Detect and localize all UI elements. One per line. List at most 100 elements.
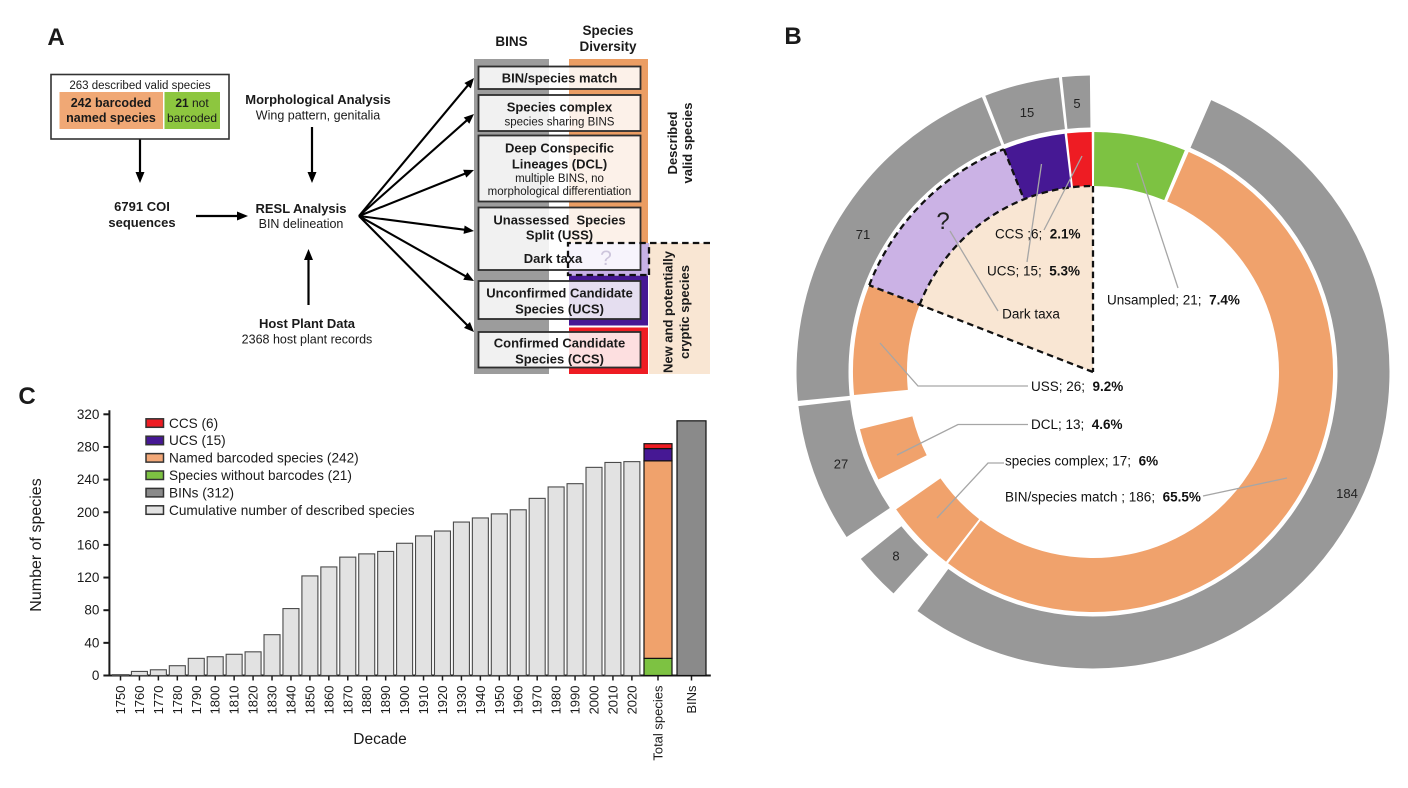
svg-text:1870: 1870 bbox=[340, 686, 355, 715]
svg-text:CCS (6): CCS (6) bbox=[169, 416, 218, 431]
svg-text:BIN/species match ; 186; 65.5: BIN/species match ; 186; 65.5% bbox=[1005, 490, 1201, 505]
svg-text:242 barcoded: 242 barcoded bbox=[71, 96, 152, 110]
svg-text:Species complex: Species complex bbox=[507, 100, 613, 115]
svg-text:263 described valid species: 263 described valid species bbox=[69, 80, 211, 92]
svg-text:Host Plant Data: Host Plant Data bbox=[259, 316, 356, 331]
svg-text:80: 80 bbox=[84, 603, 99, 618]
svg-text:200: 200 bbox=[77, 505, 100, 520]
svg-text:Lineages (DCL): Lineages (DCL) bbox=[512, 157, 607, 172]
svg-text:species sharing BINS: species sharing BINS bbox=[505, 117, 615, 129]
svg-text:15: 15 bbox=[1020, 105, 1034, 120]
svg-text:USS; 26; 9.2%: USS; 26; 9.2% bbox=[1031, 379, 1123, 394]
svg-text:1950: 1950 bbox=[492, 686, 507, 715]
svg-text:1770: 1770 bbox=[151, 686, 166, 715]
svg-text:1780: 1780 bbox=[170, 686, 185, 715]
svg-text:1910: 1910 bbox=[416, 686, 431, 715]
svg-text:1990: 1990 bbox=[568, 686, 583, 715]
svg-text:cryptic species: cryptic species bbox=[677, 265, 692, 359]
svg-text:1760: 1760 bbox=[132, 686, 147, 715]
svg-text:RESL Analysis: RESL Analysis bbox=[255, 201, 346, 216]
svg-text:1920: 1920 bbox=[435, 686, 450, 715]
svg-text:Split (USS): Split (USS) bbox=[526, 228, 593, 243]
svg-text:1790: 1790 bbox=[189, 686, 204, 715]
svg-text:C: C bbox=[18, 383, 35, 410]
svg-text:Deep Conspecific: Deep Conspecific bbox=[505, 141, 614, 156]
svg-text:BINs (312): BINs (312) bbox=[169, 485, 234, 500]
svg-text:New and potentially: New and potentially bbox=[661, 250, 676, 373]
svg-text:280: 280 bbox=[77, 439, 100, 454]
svg-text:UCS (15): UCS (15) bbox=[169, 433, 226, 448]
svg-text:1930: 1930 bbox=[454, 686, 469, 715]
svg-text:320: 320 bbox=[77, 407, 100, 422]
svg-text:120: 120 bbox=[77, 570, 100, 585]
svg-text:multiple BINS, no: multiple BINS, no bbox=[515, 173, 604, 185]
svg-text:184: 184 bbox=[1336, 486, 1358, 501]
svg-text:Named barcoded species (242): Named barcoded species (242) bbox=[169, 451, 359, 466]
svg-text:1970: 1970 bbox=[530, 686, 545, 715]
svg-text:21 not: 21 not bbox=[175, 96, 209, 110]
svg-text:Species without barcodes (21): Species without barcodes (21) bbox=[169, 468, 352, 483]
svg-text:barcoded: barcoded bbox=[167, 111, 217, 125]
svg-text:2010: 2010 bbox=[605, 686, 620, 715]
svg-text:2368 host plant records: 2368 host plant records bbox=[242, 333, 373, 347]
svg-text:1980: 1980 bbox=[549, 686, 564, 715]
svg-text:species complex; 17; 6%: species complex; 17; 6% bbox=[1005, 454, 1158, 469]
svg-text:0: 0 bbox=[92, 668, 100, 683]
svg-text:1860: 1860 bbox=[321, 686, 336, 715]
svg-text:2000: 2000 bbox=[587, 686, 602, 715]
svg-text:1840: 1840 bbox=[283, 686, 298, 715]
svg-text:Morphological Analysis: Morphological Analysis bbox=[245, 92, 390, 107]
svg-text:1890: 1890 bbox=[378, 686, 393, 715]
svg-text:DCL; 13; 4.6%: DCL; 13; 4.6% bbox=[1031, 417, 1123, 432]
svg-text:160: 160 bbox=[77, 537, 100, 552]
svg-text:Dark taxa: Dark taxa bbox=[1002, 307, 1060, 322]
svg-text:2020: 2020 bbox=[624, 686, 639, 715]
svg-text:1960: 1960 bbox=[511, 686, 526, 715]
svg-text:240: 240 bbox=[77, 472, 100, 487]
svg-text:Total species: Total species bbox=[651, 685, 666, 761]
svg-text:B: B bbox=[784, 23, 801, 50]
svg-text:Unsampled; 21; 7.4%: Unsampled; 21; 7.4% bbox=[1107, 293, 1240, 308]
svg-text:valid species: valid species bbox=[680, 103, 695, 184]
svg-text:Cumulative number of described: Cumulative number of described species bbox=[169, 503, 415, 518]
svg-text:Decade: Decade bbox=[353, 731, 406, 748]
svg-text:1880: 1880 bbox=[359, 686, 374, 715]
svg-text:Dark taxa: Dark taxa bbox=[524, 251, 583, 266]
svg-text:sequences: sequences bbox=[108, 215, 175, 230]
svg-text:1900: 1900 bbox=[397, 686, 412, 715]
svg-text:Unassessed Species: Unassessed Species bbox=[493, 213, 625, 228]
svg-text:Diversity: Diversity bbox=[579, 39, 637, 54]
svg-text:6791 COI: 6791 COI bbox=[114, 199, 170, 214]
svg-text:1750: 1750 bbox=[113, 686, 128, 715]
svg-text:Species: Species bbox=[582, 23, 633, 38]
svg-text:Species (UCS): Species (UCS) bbox=[515, 302, 604, 317]
svg-text:Unconfirmed Candidate: Unconfirmed Candidate bbox=[486, 286, 633, 301]
svg-text:Species (CCS): Species (CCS) bbox=[515, 352, 604, 367]
svg-text:1800: 1800 bbox=[208, 686, 223, 715]
svg-text:BIN delineation: BIN delineation bbox=[259, 217, 344, 231]
svg-text:Number of species: Number of species bbox=[28, 478, 45, 611]
svg-text:8: 8 bbox=[892, 549, 899, 564]
svg-text:?: ? bbox=[600, 247, 612, 270]
svg-text:1830: 1830 bbox=[265, 686, 280, 715]
svg-text:UCS; 15; 5.3%: UCS; 15; 5.3% bbox=[987, 264, 1080, 279]
svg-text:Described: Described bbox=[665, 112, 680, 175]
svg-text:A: A bbox=[47, 24, 64, 51]
svg-text:1810: 1810 bbox=[227, 686, 242, 715]
svg-text:1820: 1820 bbox=[246, 686, 261, 715]
svg-text:?: ? bbox=[936, 208, 949, 235]
svg-text:CCS ;6; 2.1%: CCS ;6; 2.1% bbox=[995, 227, 1081, 242]
svg-text:named species: named species bbox=[66, 111, 156, 125]
svg-text:5: 5 bbox=[1073, 96, 1080, 111]
svg-text:BIN/species match: BIN/species match bbox=[502, 71, 618, 86]
svg-text:morphological differentiation: morphological differentiation bbox=[488, 186, 632, 198]
svg-text:71: 71 bbox=[856, 227, 870, 242]
svg-text:Confirmed Candidate: Confirmed Candidate bbox=[494, 336, 625, 351]
svg-text:BINS: BINS bbox=[495, 34, 527, 49]
svg-text:27: 27 bbox=[834, 457, 848, 472]
svg-text:1850: 1850 bbox=[302, 686, 317, 715]
svg-text:Wing pattern, genitalia: Wing pattern, genitalia bbox=[256, 109, 380, 123]
svg-text:BINs: BINs bbox=[684, 685, 699, 714]
svg-text:1940: 1940 bbox=[473, 686, 488, 715]
svg-text:40: 40 bbox=[84, 635, 99, 650]
